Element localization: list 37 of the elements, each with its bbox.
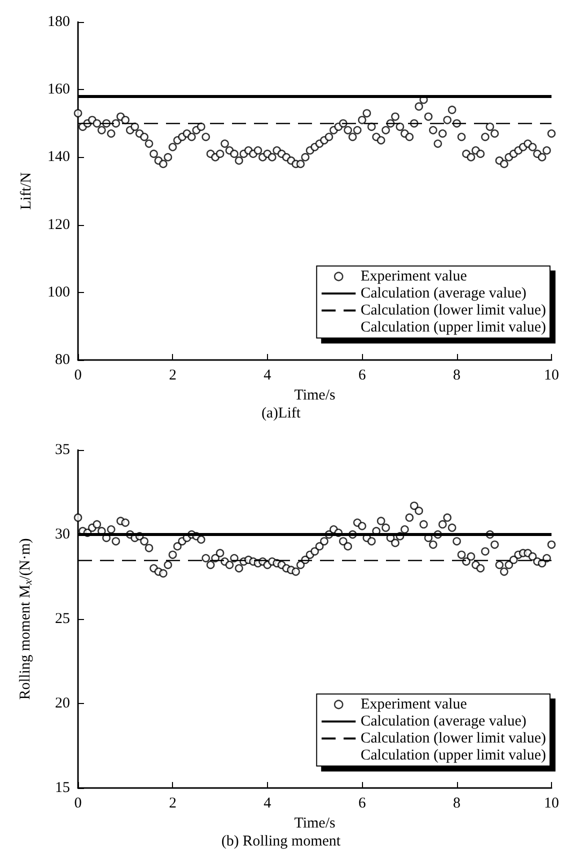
- y-tick-label: 35: [55, 442, 70, 458]
- y-tick-label: 80: [55, 352, 70, 368]
- x-tick-label: 8: [453, 796, 461, 812]
- y-tick-label: 100: [48, 284, 70, 300]
- y-tick-label: 30: [55, 526, 70, 542]
- x-tick-label: 2: [168, 796, 176, 812]
- x-tick-label: 6: [358, 796, 366, 812]
- x-tick-label: 4: [264, 368, 272, 384]
- text: (a)Lift: [261, 406, 302, 422]
- legend-label: Calculation (lower limit value): [360, 730, 546, 746]
- x-tick-label: 10: [544, 368, 559, 384]
- legend-label: Calculation (average value): [360, 714, 526, 730]
- legend-label: Calculation (average value): [360, 286, 526, 302]
- x-tick-label: 6: [358, 368, 366, 384]
- y-tick-label: 140: [48, 149, 70, 166]
- x-tick-label: 2: [168, 368, 176, 384]
- text: Calculation (upper limit value): [360, 748, 546, 764]
- y-tick-label: 120: [48, 216, 70, 233]
- y-axis-title: Lift/N: [18, 172, 34, 210]
- legend-label: Experiment value: [360, 696, 468, 712]
- y-tick-label: 20: [55, 696, 70, 712]
- x-tick-label: 0: [74, 796, 82, 812]
- text: (b) Rolling moment: [221, 834, 342, 850]
- text: Calculation (upper limit value): [360, 320, 546, 336]
- x-axis-title: Time/s: [294, 815, 336, 832]
- y-tick-label: 25: [55, 611, 70, 627]
- x-tick-label: 10: [544, 796, 559, 812]
- y-tick-label: 180: [48, 14, 70, 30]
- x-axis-title: Time/s: [294, 387, 336, 404]
- x-tick-label: 0: [74, 368, 82, 384]
- legend-label: Experiment value: [360, 268, 468, 284]
- legend-label: Calculation (lower limit value): [360, 302, 546, 318]
- y-axis-title: Rolling moment Mx/(N·m): [18, 538, 34, 700]
- y-tick-label: 160: [48, 82, 70, 98]
- y-tick-label: 15: [55, 780, 70, 796]
- x-tick-label: 8: [453, 368, 461, 384]
- x-tick-label: 4: [264, 796, 272, 812]
